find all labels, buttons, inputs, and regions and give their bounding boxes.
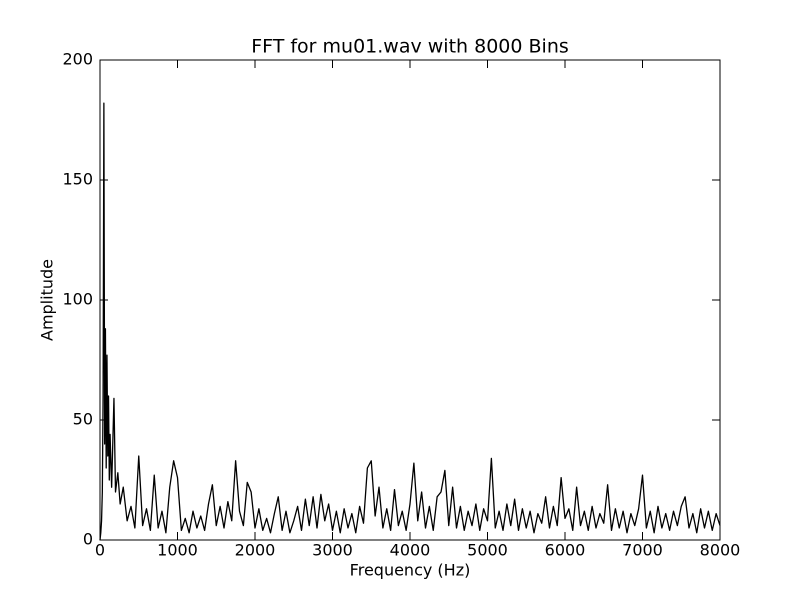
- y-tick-label: 50: [73, 410, 93, 429]
- x-axis-label: Frequency (Hz): [350, 561, 471, 580]
- y-tick-label: 100: [62, 290, 93, 309]
- x-tick-label: 8000: [700, 541, 741, 560]
- x-tick-label: 2000: [235, 541, 276, 560]
- x-tick-label: 5000: [467, 541, 508, 560]
- y-tick-label: 0: [83, 530, 93, 549]
- y-tick-label: 200: [62, 50, 93, 69]
- x-tick-label: 3000: [312, 541, 353, 560]
- y-axis-label: Amplitude: [38, 259, 57, 341]
- chart-title: FFT for mu01.wav with 8000 Bins: [251, 36, 569, 58]
- line-series: [99, 102, 721, 541]
- x-tick-label: 0: [95, 541, 105, 560]
- x-tick-label: 1000: [157, 541, 198, 560]
- plot-frame: [99, 59, 721, 541]
- x-tick-label: 4000: [390, 541, 431, 560]
- x-tick-label: 6000: [545, 541, 586, 560]
- y-tick-label: 150: [62, 170, 93, 189]
- x-tick-label: 7000: [622, 541, 663, 560]
